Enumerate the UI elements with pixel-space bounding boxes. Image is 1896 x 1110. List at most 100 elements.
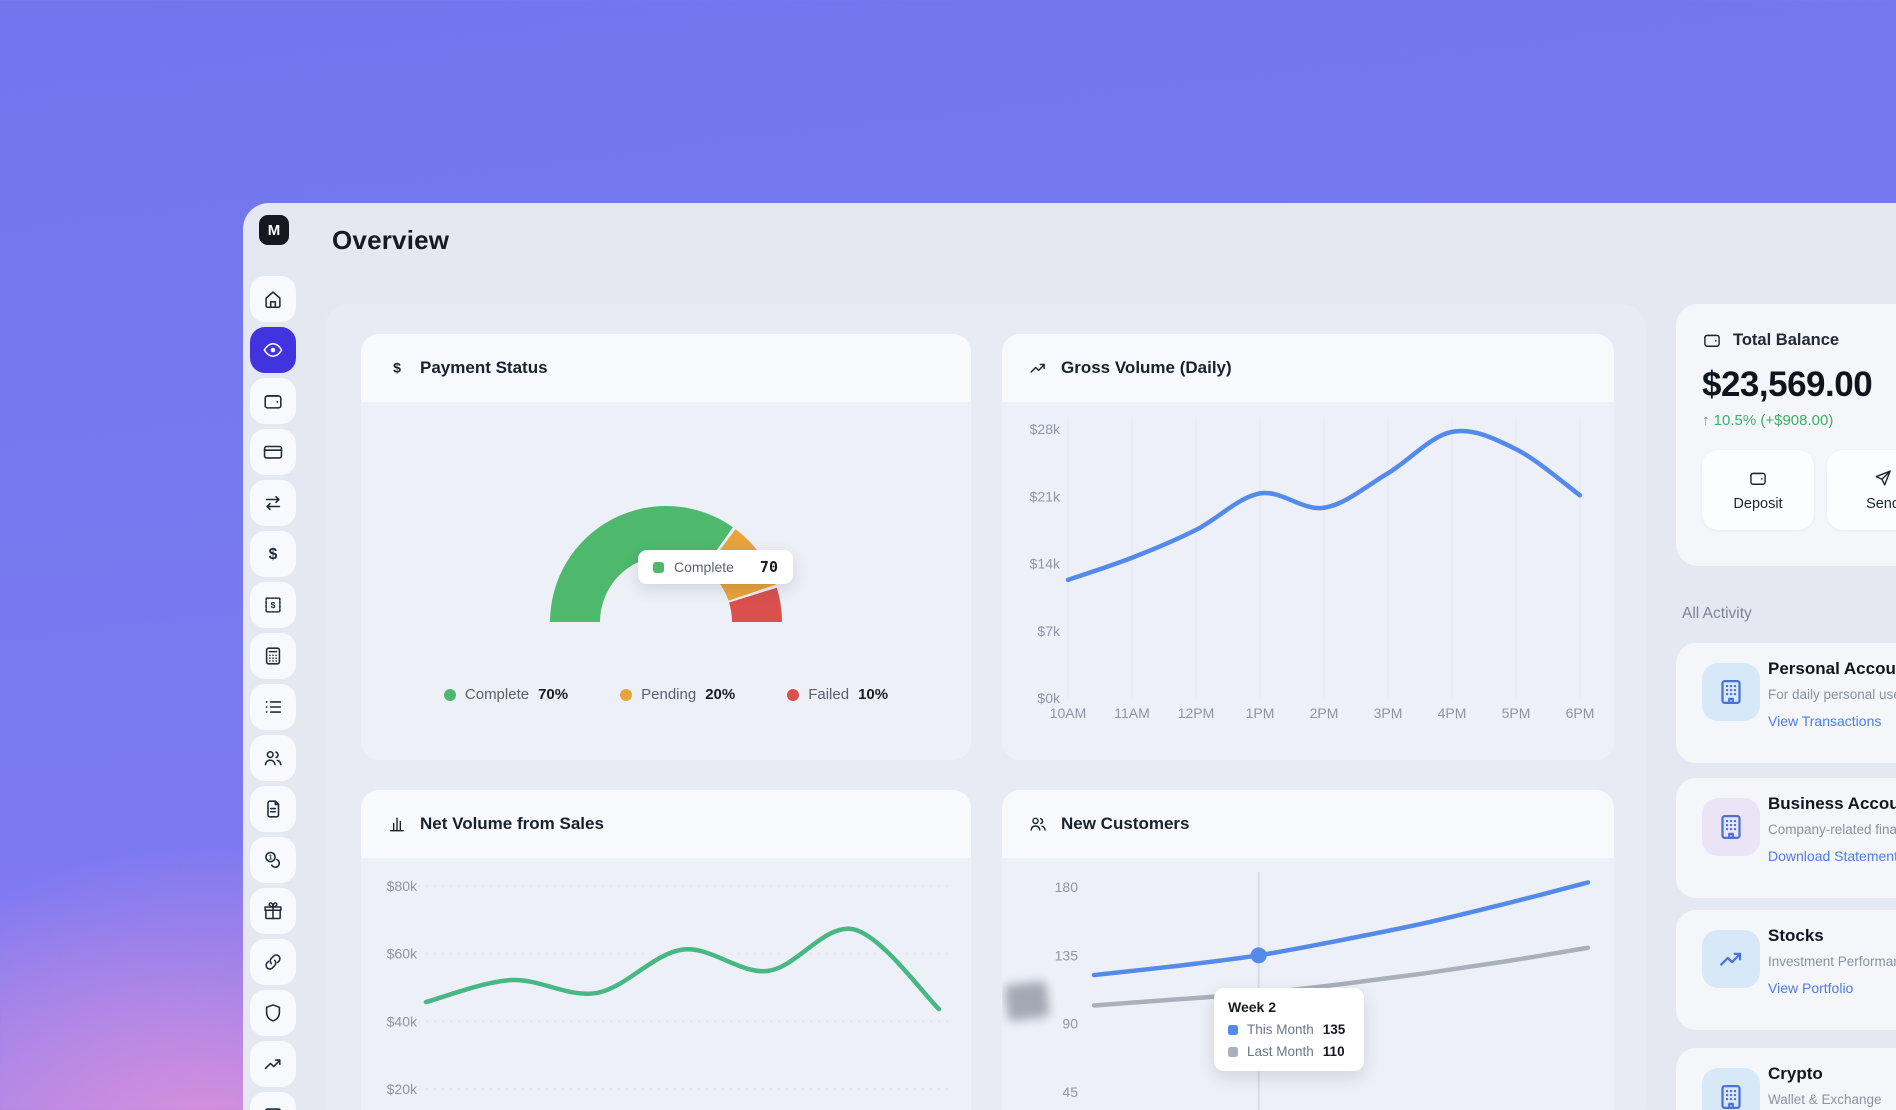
svg-text:90: 90 — [1062, 1016, 1078, 1032]
send-icon — [1875, 470, 1891, 486]
series-swatch-last-month — [1228, 1046, 1238, 1057]
monitor-icon — [265, 1108, 281, 1110]
activity-item-stocks[interactable]: Stocks Investment Performance View Portf… — [1676, 910, 1896, 1030]
download-statement-link[interactable]: Download Statement — [1768, 848, 1896, 864]
sidebar-item-wallet[interactable] — [250, 378, 296, 424]
balance-amount: $23,569.00 — [1702, 365, 1873, 404]
transfers-icon — [265, 495, 281, 511]
svg-text:$20k: $20k — [387, 1081, 418, 1097]
gauge-tooltip-value: 70 — [759, 558, 778, 576]
svg-text:180: 180 — [1055, 879, 1079, 895]
activity-title: Business Account — [1768, 794, 1896, 813]
sidebar-item-overview[interactable] — [250, 327, 296, 373]
svg-text:$40k: $40k — [387, 1013, 418, 1029]
sidebar-item-documents[interactable] — [250, 786, 296, 832]
send-button[interactable]: Send — [1827, 450, 1896, 530]
payment-status-gauge[interactable] — [361, 402, 971, 692]
sidebar-item-devices[interactable] — [250, 1092, 296, 1110]
shield-icon — [265, 1004, 281, 1022]
svg-text:$28k: $28k — [1030, 421, 1061, 437]
legend-item-complete: Complete 70% — [443, 686, 568, 703]
sidebar-item-cards[interactable] — [250, 429, 296, 475]
legend-label: Pending — [641, 686, 697, 703]
card-title: Net Volume from Sales — [420, 814, 604, 833]
series-value: 110 — [1322, 1044, 1345, 1059]
activity-item-personal-account[interactable]: Personal Account For daily personal use … — [1676, 643, 1896, 763]
users-icon — [264, 750, 282, 766]
net-volume-chart[interactable]: $80k $60k $40k $20k — [361, 858, 971, 1110]
sidebar-item-invoices[interactable]: $ — [250, 582, 296, 628]
tooltip-row-this-month: This Month 135 — [1228, 1022, 1350, 1037]
svg-text:$: $ — [269, 546, 278, 563]
svg-text:$60k: $60k — [387, 946, 418, 962]
sidebar-item-security[interactable] — [250, 990, 296, 1036]
svg-text:$80k: $80k — [387, 878, 418, 894]
activity-item-crypto[interactable]: Crypto Wallet & Exchange — [1676, 1048, 1896, 1110]
gross-volume-header: Gross Volume (Daily) — [1002, 334, 1614, 402]
customers-tooltip-title: Week 2 — [1228, 999, 1276, 1015]
sidebar-item-links[interactable] — [250, 939, 296, 985]
svg-text:$7k: $7k — [1037, 623, 1061, 639]
series-name: Last Month — [1247, 1044, 1314, 1059]
trending-up-icon — [1030, 363, 1045, 373]
sidebar-item-rewards[interactable] — [250, 888, 296, 934]
sidebar: $ $ 1 — [250, 276, 296, 1110]
svg-text:4PM: 4PM — [1438, 705, 1467, 721]
activity-item-business-account[interactable]: Business Account Company-related finance… — [1676, 778, 1896, 898]
content-well: $ Payment Status Complete 70 Complete 70%… — [325, 304, 1646, 1110]
svg-text:$: $ — [393, 361, 401, 377]
total-balance-label: Total Balance — [1733, 330, 1840, 349]
legend-label: Failed — [808, 686, 850, 703]
legend-label: Complete — [464, 686, 530, 703]
gauge-tooltip-label: Complete — [674, 559, 734, 575]
wallet-icon — [1750, 472, 1766, 485]
new-customers-chart[interactable]: 180 135 90 45 — [1002, 858, 1614, 1110]
gauge-tooltip: Complete 70 — [638, 550, 793, 584]
sidebar-item-calculator[interactable] — [250, 633, 296, 679]
app-logo[interactable]: M — [259, 215, 289, 245]
list-icon — [265, 701, 282, 713]
sidebar-item-home[interactable] — [250, 276, 296, 322]
sidebar-item-coins[interactable]: 1 — [250, 837, 296, 883]
trending-up-icon — [1720, 952, 1742, 966]
payment-status-legend: Complete 70% Pending 20% Failed 10% — [361, 686, 971, 703]
page-title: Overview — [332, 225, 450, 255]
legend-item-pending: Pending 20% — [620, 686, 735, 703]
calculator-icon — [265, 647, 281, 665]
account-icon-tile — [1702, 663, 1760, 721]
svg-text:45: 45 — [1062, 1084, 1078, 1100]
eye-icon — [263, 342, 283, 358]
coins-icon: 1 — [265, 851, 281, 868]
stocks-icon-tile — [1702, 930, 1760, 988]
svg-text:$14k: $14k — [1030, 556, 1061, 572]
activity-subtitle: Company-related finances — [1768, 822, 1896, 837]
svg-text:2PM: 2PM — [1310, 705, 1339, 721]
legend-dot-pending — [620, 688, 633, 701]
sidebar-item-payments[interactable]: $ — [250, 531, 296, 577]
sidebar-item-list[interactable] — [250, 684, 296, 730]
view-transactions-link[interactable]: View Transactions — [1768, 713, 1882, 729]
all-activity-heading: All Activity — [1682, 605, 1752, 622]
credit-card-icon — [263, 445, 283, 459]
tooltip-row-last-month: Last Month 110 — [1228, 1044, 1350, 1059]
activity-subtitle: For daily personal use — [1768, 687, 1896, 702]
sidebar-item-analytics[interactable] — [250, 1041, 296, 1087]
sidebar-item-transfers[interactable] — [250, 480, 296, 526]
view-portfolio-link[interactable]: View Portfolio — [1768, 980, 1854, 996]
series-name: This Month — [1247, 1022, 1314, 1037]
svg-text:6PM: 6PM — [1566, 705, 1595, 721]
svg-text:$0k: $0k — [1037, 690, 1061, 706]
deposit-button[interactable]: Deposit — [1702, 450, 1814, 530]
legend-dot-complete — [443, 688, 456, 701]
svg-text:1PM: 1PM — [1246, 705, 1275, 721]
gauge-tooltip-swatch — [653, 561, 664, 573]
document-icon — [267, 800, 280, 818]
gift-icon — [264, 902, 282, 920]
users-icon — [1030, 817, 1046, 831]
wallet-icon — [264, 395, 282, 409]
account-icon-tile — [1702, 798, 1760, 856]
sidebar-item-customers[interactable] — [250, 735, 296, 781]
activity-title: Personal Account — [1768, 659, 1896, 678]
